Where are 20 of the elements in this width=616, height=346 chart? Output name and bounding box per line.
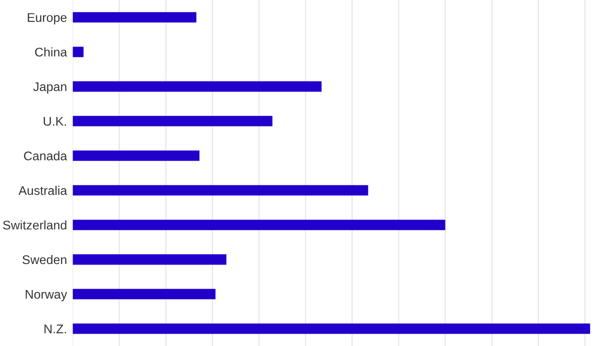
- bar: [72, 254, 226, 265]
- bar: [72, 324, 590, 334]
- y-tick-label: Europe: [28, 13, 67, 24]
- y-tick-label: Sweden: [22, 254, 66, 264]
- y-tick-label: U.K.: [44, 117, 66, 126]
- bar: [72, 288, 216, 300]
- y-tick-label: China: [35, 47, 68, 57]
- y-tick-label: Canada: [24, 151, 68, 160]
- bar: [72, 185, 368, 196]
- y-tick-label: Norway: [26, 290, 68, 302]
- y-tick-label: Switzerland: [3, 220, 66, 230]
- bar: [72, 12, 196, 22]
- y-tick-label: Japan: [33, 82, 66, 94]
- bar: [72, 220, 446, 230]
- bar: [72, 46, 84, 58]
- y-tick-label: N.Z.: [44, 324, 66, 334]
- bar: [72, 150, 200, 161]
- bar: [72, 116, 272, 126]
- y-tick-label: Australia: [18, 186, 68, 195]
- bar: [72, 81, 322, 92]
